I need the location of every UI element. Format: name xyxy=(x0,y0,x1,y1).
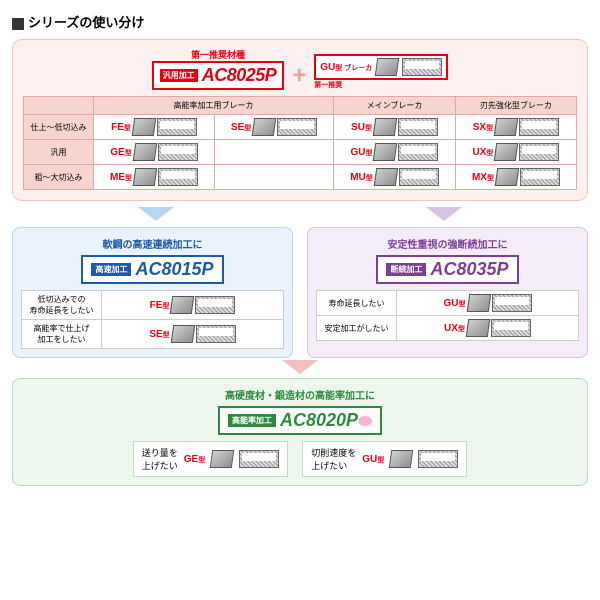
page-title: シリーズの使い分け xyxy=(12,12,588,31)
sub-grade-name: AC8035P xyxy=(430,259,508,280)
plus-icon: + xyxy=(292,62,306,90)
sub-title: 軟鋼の高速連続加工に xyxy=(21,236,284,251)
sub-block-purple: 安定性重視の強断続加工に 断続加工 AC8035P 寿命延長したいGU型安定加工… xyxy=(307,227,588,358)
table-row: 低切込みでの 寿命延長をしたいFE型 xyxy=(22,291,284,320)
table-row: 粗～大切込みME型MU型MX型 xyxy=(24,165,577,190)
table-row: 安定加工がしたいUX型 xyxy=(317,316,579,341)
chip-icon xyxy=(375,58,400,76)
top-recommendation: 第一推奨材種 汎用加工 AC8025P + GU型 ブレーカ 第一推奨 xyxy=(23,48,577,90)
sub-block-green: 高硬度材・鍛造材の高能率加工に 高能率加工 AC8020P 送り量を 上げたいG… xyxy=(12,378,588,486)
main-grade-name: AC8025P xyxy=(202,65,277,86)
col-header: メインブレーカ xyxy=(334,97,456,115)
arrow-down-icon xyxy=(138,207,174,221)
gu-tag: GU型 ブレーカ xyxy=(320,62,372,73)
main-grade-box: 汎用加工 AC8025P xyxy=(152,61,285,90)
new-badge-icon xyxy=(358,416,372,426)
main-badge: 汎用加工 xyxy=(160,69,198,82)
table-header-row: 高能率加工用ブレーカ メインブレーカ 刃先強化型ブレーカ xyxy=(24,97,577,115)
sub-badge: 高能率加工 xyxy=(228,414,276,427)
table-row: 仕上～低切込みFE型SE型SU型SX型 xyxy=(24,115,577,140)
green-cell: 送り量を 上げたいGE型 xyxy=(133,441,288,477)
sub-table: 低切込みでの 寿命延長をしたいFE型高能率で仕上げ 加工をしたいSE型 xyxy=(21,290,284,349)
dimension-icon xyxy=(402,58,442,76)
gu-breaker-box: GU型 ブレーカ xyxy=(314,54,448,80)
table-row: 汎用GE型GU型UX型 xyxy=(24,140,577,165)
green-cell: 切削速度を 上げたいGU型 xyxy=(302,441,467,477)
sub-table: 寿命延長したいGU型安定加工がしたいUX型 xyxy=(316,290,579,341)
sub-grade-name: AC8020P xyxy=(280,410,358,431)
main-block: 第一推奨材種 汎用加工 AC8025P + GU型 ブレーカ 第一推奨 高能率加… xyxy=(12,39,588,201)
arrow-down-icon xyxy=(426,207,462,221)
sub-badge: 断続加工 xyxy=(386,263,426,276)
arrows-row xyxy=(12,207,588,221)
table-row: 高能率で仕上げ 加工をしたいSE型 xyxy=(22,320,284,349)
rec-breaker-sub: 第一推奨 xyxy=(314,80,448,90)
sub-grade-box: 高能率加工 AC8020P xyxy=(218,406,382,435)
rec-grade-label: 第一推奨材種 xyxy=(152,48,285,61)
breaker-table: 高能率加工用ブレーカ メインブレーカ 刃先強化型ブレーカ 仕上～低切込みFE型S… xyxy=(23,96,577,190)
sub-grade-box: 高速加工 AC8015P xyxy=(81,255,223,284)
sub-title: 安定性重視の強断続加工に xyxy=(316,236,579,251)
sub-title: 高硬度材・鍛造材の高能率加工に xyxy=(21,387,579,402)
arrow-down-icon xyxy=(282,360,318,374)
sub-block-blue: 軟鋼の高速連続加工に 高速加工 AC8015P 低切込みでの 寿命延長をしたいF… xyxy=(12,227,293,358)
sub-grade-box: 断続加工 AC8035P xyxy=(376,255,518,284)
sub-badge: 高速加工 xyxy=(91,263,131,276)
col-header: 刃先強化型ブレーカ xyxy=(455,97,576,115)
table-row: 寿命延長したいGU型 xyxy=(317,291,579,316)
sub-grade-name: AC8015P xyxy=(135,259,213,280)
col-header: 高能率加工用ブレーカ xyxy=(94,97,334,115)
